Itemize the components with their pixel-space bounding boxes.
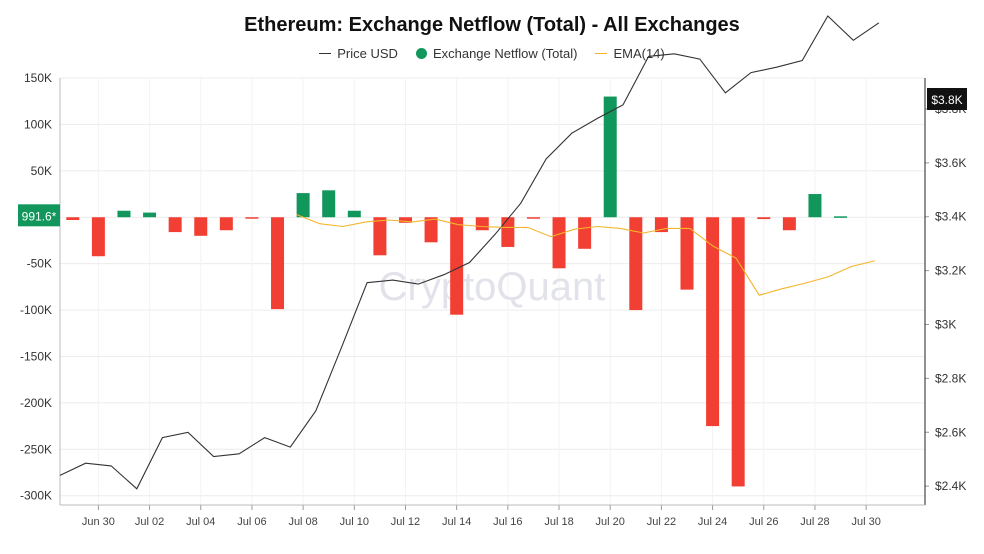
- current-netflow-badge: [18, 204, 60, 227]
- x-tick-label: Jul 20: [596, 516, 625, 528]
- legend-line-icon: [595, 53, 608, 54]
- legend-label-netflow: Exchange Netflow (Total): [432, 46, 578, 61]
- y-left-tick-label: -100K: [20, 303, 52, 317]
- y-right-tick-label: $3.4K: [935, 210, 966, 224]
- netflow-bar: [398, 217, 412, 223]
- x-tick-label: Jul 10: [340, 516, 369, 528]
- netflow-bar: [219, 217, 233, 231]
- legend-label-price: Price USD: [337, 46, 398, 61]
- y-left-tick-label: -200K: [20, 396, 52, 410]
- y-right-tick-label: $2.8K: [935, 371, 966, 385]
- legend-dot-icon: [415, 48, 427, 59]
- netflow-bar: [603, 96, 617, 218]
- netflow-bar: [501, 217, 515, 247]
- netflow-bar: [475, 217, 489, 231]
- netflow-bar: [757, 217, 771, 220]
- netflow-bar: [731, 217, 745, 487]
- y-left-tick-label: -250K: [20, 442, 52, 456]
- x-tick-label: Jul 16: [493, 516, 522, 528]
- x-tick-label: Jul 24: [698, 516, 727, 528]
- netflow-bar: [629, 217, 643, 311]
- legend-line-icon: [319, 53, 332, 54]
- x-tick-label: Jul 28: [800, 516, 829, 528]
- netflow-bar: [347, 210, 361, 218]
- netflow-bar: [808, 194, 822, 218]
- x-tick-label: Jul 12: [391, 516, 420, 528]
- netflow-bar: [194, 217, 208, 236]
- netflow-bar: [782, 217, 796, 231]
- current-netflow-label: 991.6*: [22, 209, 57, 223]
- x-tick-label: Jul 08: [288, 516, 317, 528]
- x-tick-label: Jul 26: [749, 516, 778, 528]
- x-tick-label: Jul 02: [135, 516, 164, 528]
- netflow-bar: [526, 217, 540, 219]
- current-price-label: $3.8K: [931, 93, 962, 107]
- netflow-bar: [143, 212, 157, 218]
- current-price-badge: [927, 88, 967, 110]
- netflow-bar: [168, 217, 182, 233]
- price-usd-line: [59, 15, 880, 490]
- netflow-bar: [450, 217, 464, 315]
- ema-14-line: [296, 213, 875, 296]
- x-tick-label: Jul 04: [186, 516, 215, 528]
- axes: [59, 78, 929, 510]
- netflow-bar: [66, 217, 80, 221]
- netflow-bar: [271, 217, 285, 310]
- netflow-bar: [578, 217, 592, 249]
- netflow-bar: [245, 217, 259, 219]
- y-left-tick-label: -300K: [20, 489, 52, 503]
- legend-label-ema: EMA(14): [613, 46, 665, 61]
- y-left-tick-label: 50K: [31, 164, 52, 178]
- y-right-tick-label: $2.4K: [935, 479, 966, 493]
- legend-item-netflow[interactable]: Exchange Netflow (Total): [415, 46, 578, 61]
- netflow-bar: [373, 217, 387, 256]
- netflow-bar: [680, 217, 694, 290]
- legend-item-price[interactable]: Price USD: [319, 46, 398, 61]
- y-right-tick-label: $3.6K: [935, 156, 966, 170]
- netflow-bar: [322, 190, 336, 218]
- watermark: CryptoQuant: [379, 265, 606, 309]
- gridlines: [60, 77, 925, 505]
- y-right-tick-label: $2.6K: [935, 425, 966, 439]
- netflow-bar: [117, 210, 131, 218]
- netflow-bar: [424, 217, 438, 243]
- chart-title: Ethereum: Exchange Netflow (Total) - All…: [244, 14, 740, 36]
- x-tick-label: Jul 06: [237, 516, 266, 528]
- y-left-tick-label: -50K: [27, 257, 52, 271]
- netflow-bar: [296, 193, 310, 218]
- y-left-tick-label: -150K: [20, 349, 52, 363]
- x-tick-label: Jul 14: [442, 516, 471, 528]
- netflow-bar: [834, 216, 848, 218]
- netflow-bars: [66, 96, 848, 487]
- x-tick-label: Jul 30: [851, 516, 880, 528]
- series-lines: [59, 15, 880, 490]
- chart-legend: Price USD Exchange Netflow (Total) EMA(1…: [0, 46, 984, 61]
- y-right-tick-label: $3K: [935, 318, 956, 332]
- value-badges: 991.6* $3.8K: [18, 88, 967, 227]
- netflow-bar: [706, 217, 720, 427]
- netflow-bar: [91, 217, 105, 257]
- y-left-tick-label: 100K: [24, 117, 52, 131]
- x-tick-label: Jun 30: [82, 516, 115, 528]
- netflow-bar: [552, 217, 566, 269]
- x-tick-label: Jul 22: [647, 516, 676, 528]
- y-left-tick-label: 150K: [24, 71, 52, 85]
- y-right-tick-label: $3.2K: [935, 264, 966, 278]
- legend-item-ema[interactable]: EMA(14): [595, 46, 665, 61]
- x-tick-label: Jul 18: [544, 516, 573, 528]
